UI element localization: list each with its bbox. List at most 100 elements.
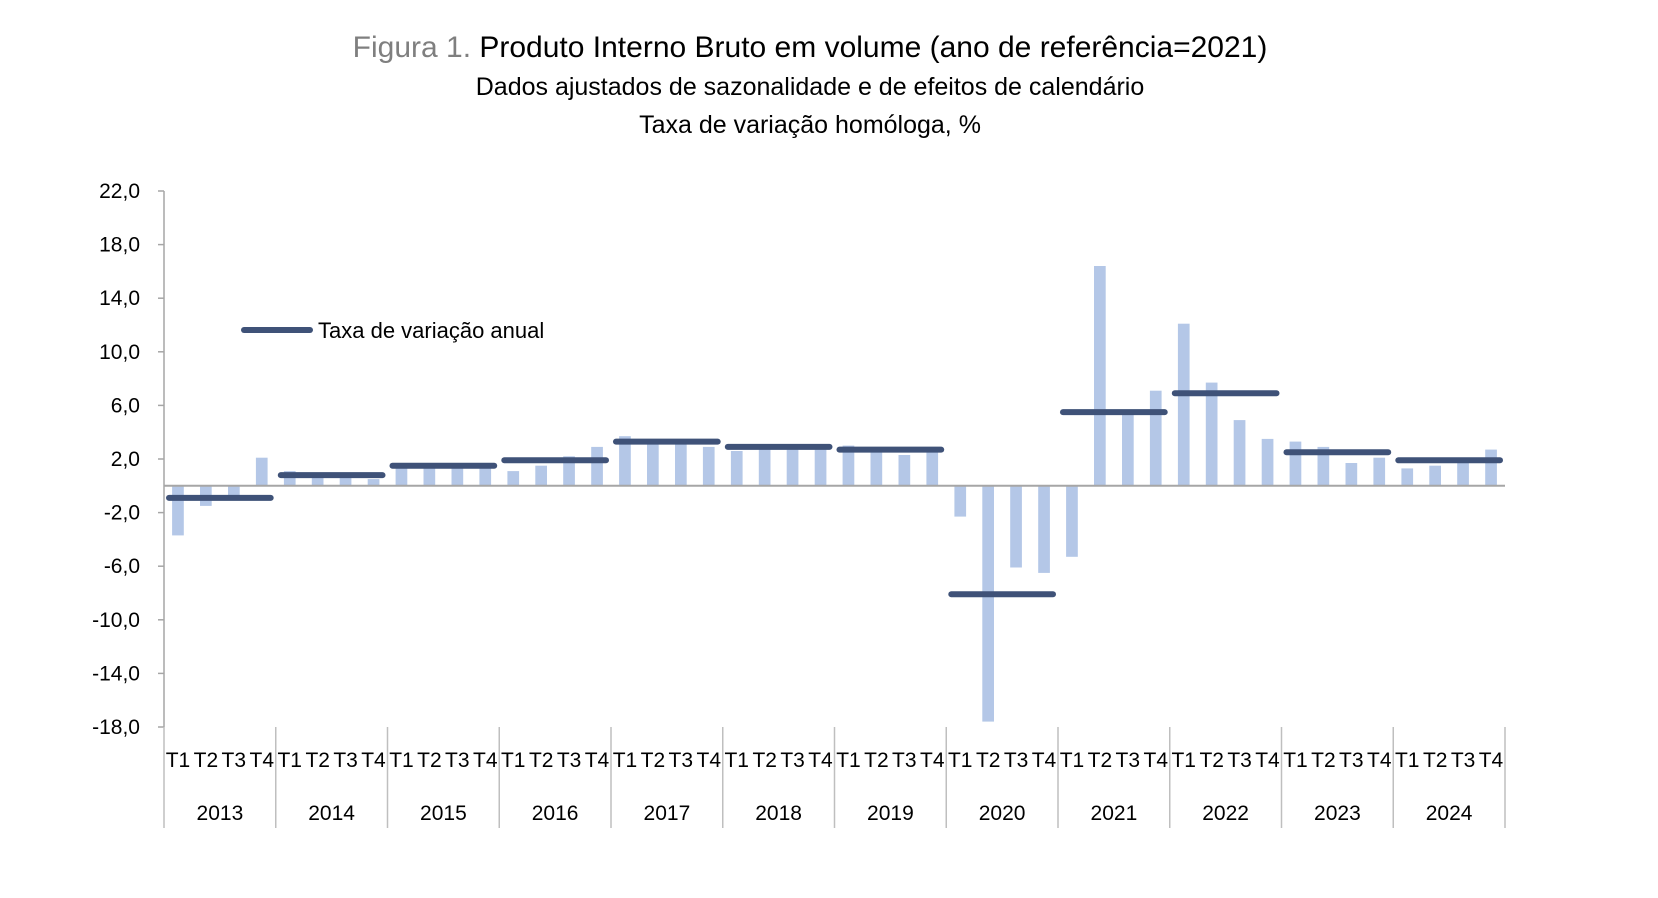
bar — [591, 446, 603, 486]
year-label: 2024 — [1426, 802, 1473, 825]
quarter-label: T1 — [1395, 749, 1420, 772]
quarter-label: T4 — [250, 749, 275, 772]
quarter-label: T1 — [166, 749, 191, 772]
quarter-label: T4 — [1479, 749, 1504, 772]
year-label: 2013 — [197, 802, 244, 825]
quarter-label: T3 — [445, 749, 470, 772]
quarter-label: T4 — [585, 749, 610, 772]
bar — [228, 485, 240, 496]
legend: Taxa de variação anual — [241, 318, 544, 343]
bar — [367, 479, 380, 486]
bar — [451, 467, 464, 486]
quarter-label: T1 — [948, 749, 973, 772]
quarter-label: T3 — [892, 749, 917, 772]
y-tick-label: 18,0 — [99, 234, 140, 257]
quarter-label: T3 — [780, 749, 805, 772]
bar — [982, 485, 994, 722]
year-label: 2023 — [1314, 802, 1361, 825]
quarter-label: T2 — [529, 749, 554, 772]
quarter-label: T2 — [752, 749, 777, 772]
chart-titles: Figura 1. Produto Interno Bruto em volum… — [0, 28, 1620, 144]
quarter-label: T1 — [1060, 749, 1085, 772]
bar — [1373, 457, 1386, 486]
bar — [507, 471, 520, 486]
bar — [647, 442, 659, 486]
bar — [1122, 412, 1134, 486]
quarter-label: T4 — [1255, 749, 1280, 772]
year-label: 2021 — [1091, 802, 1138, 825]
axes-layer: 22,0 18,0 14,0 10,0 6,0 2,0 -2,0 -6,0 -10,0 -14,0… — [92, 180, 1506, 828]
quarter-label: T4 — [1032, 749, 1057, 772]
quarter-label: T3 — [1339, 749, 1364, 772]
quarter-label: T2 — [194, 749, 219, 772]
year-label: 2016 — [532, 802, 579, 825]
bar — [786, 449, 799, 486]
year-label: 2022 — [1202, 802, 1249, 825]
title-main: Produto Interno Bruto em volume (ano de … — [479, 31, 1268, 64]
bar — [339, 477, 352, 486]
quarter-label: T1 — [836, 749, 861, 772]
bar — [758, 446, 771, 486]
quarter-label: T3 — [1116, 749, 1141, 772]
quarter-label: T1 — [1283, 749, 1308, 772]
quarter-label: T1 — [277, 749, 302, 772]
bar — [1010, 485, 1022, 568]
quarter-label: T2 — [864, 749, 889, 772]
year-label: 2018 — [755, 802, 802, 825]
bar — [926, 451, 939, 486]
bar — [172, 485, 184, 536]
quarter-label: T3 — [1451, 749, 1476, 772]
quarter-label: T2 — [1311, 749, 1336, 772]
bar — [842, 445, 855, 486]
bar — [311, 477, 324, 486]
bar — [535, 465, 547, 486]
y-tick-label: -18,0 — [92, 716, 140, 739]
bar — [283, 471, 296, 486]
bar — [619, 436, 631, 486]
bar — [702, 446, 715, 486]
bar — [814, 449, 827, 486]
year-label: 2020 — [979, 802, 1026, 825]
bar — [675, 442, 687, 486]
quarter-label: T4 — [697, 749, 722, 772]
y-tick-label: 10,0 — [99, 341, 140, 364]
chart-subtitle-1: Dados ajustados de sazonalidade e de efe… — [475, 73, 1145, 101]
quarter-label: T4 — [473, 749, 498, 772]
bar — [1457, 460, 1469, 486]
quarter-label: T4 — [1144, 749, 1169, 772]
year-label: 2017 — [644, 802, 691, 825]
quarter-label: T1 — [501, 749, 526, 772]
bar — [1066, 485, 1078, 557]
year-label: 2015 — [420, 802, 467, 825]
quarter-label: T2 — [1088, 749, 1113, 772]
quarter-label: T3 — [1004, 749, 1029, 772]
legend-label: Taxa de variação anual — [318, 318, 544, 343]
bar — [563, 456, 575, 486]
quarter-label: T3 — [557, 749, 582, 772]
quarter-label: T3 — [333, 749, 358, 772]
quarter-label: T4 — [920, 749, 945, 772]
bar — [479, 468, 492, 486]
quarter-label: T4 — [808, 749, 833, 772]
bar — [730, 451, 743, 486]
bar — [1205, 382, 1218, 486]
bar — [870, 451, 883, 486]
annual-lines-layer — [166, 390, 1503, 598]
bar — [395, 463, 408, 486]
bar — [1261, 438, 1274, 486]
bar — [1401, 468, 1414, 486]
y-tick-label: -14,0 — [92, 662, 140, 685]
quarter-label: T2 — [1423, 749, 1448, 772]
quarter-label: T1 — [613, 749, 638, 772]
quarter-label: T2 — [417, 749, 442, 772]
bar — [1485, 449, 1497, 486]
year-label: 2014 — [308, 802, 355, 825]
quarter-label: T4 — [1367, 749, 1392, 772]
quarter-label: T3 — [669, 749, 694, 772]
y-tick-label: -10,0 — [92, 609, 140, 632]
quarter-label: T2 — [305, 749, 330, 772]
year-label: 2019 — [867, 802, 914, 825]
y-tick-label: 2,0 — [111, 448, 140, 471]
bar — [255, 457, 268, 486]
